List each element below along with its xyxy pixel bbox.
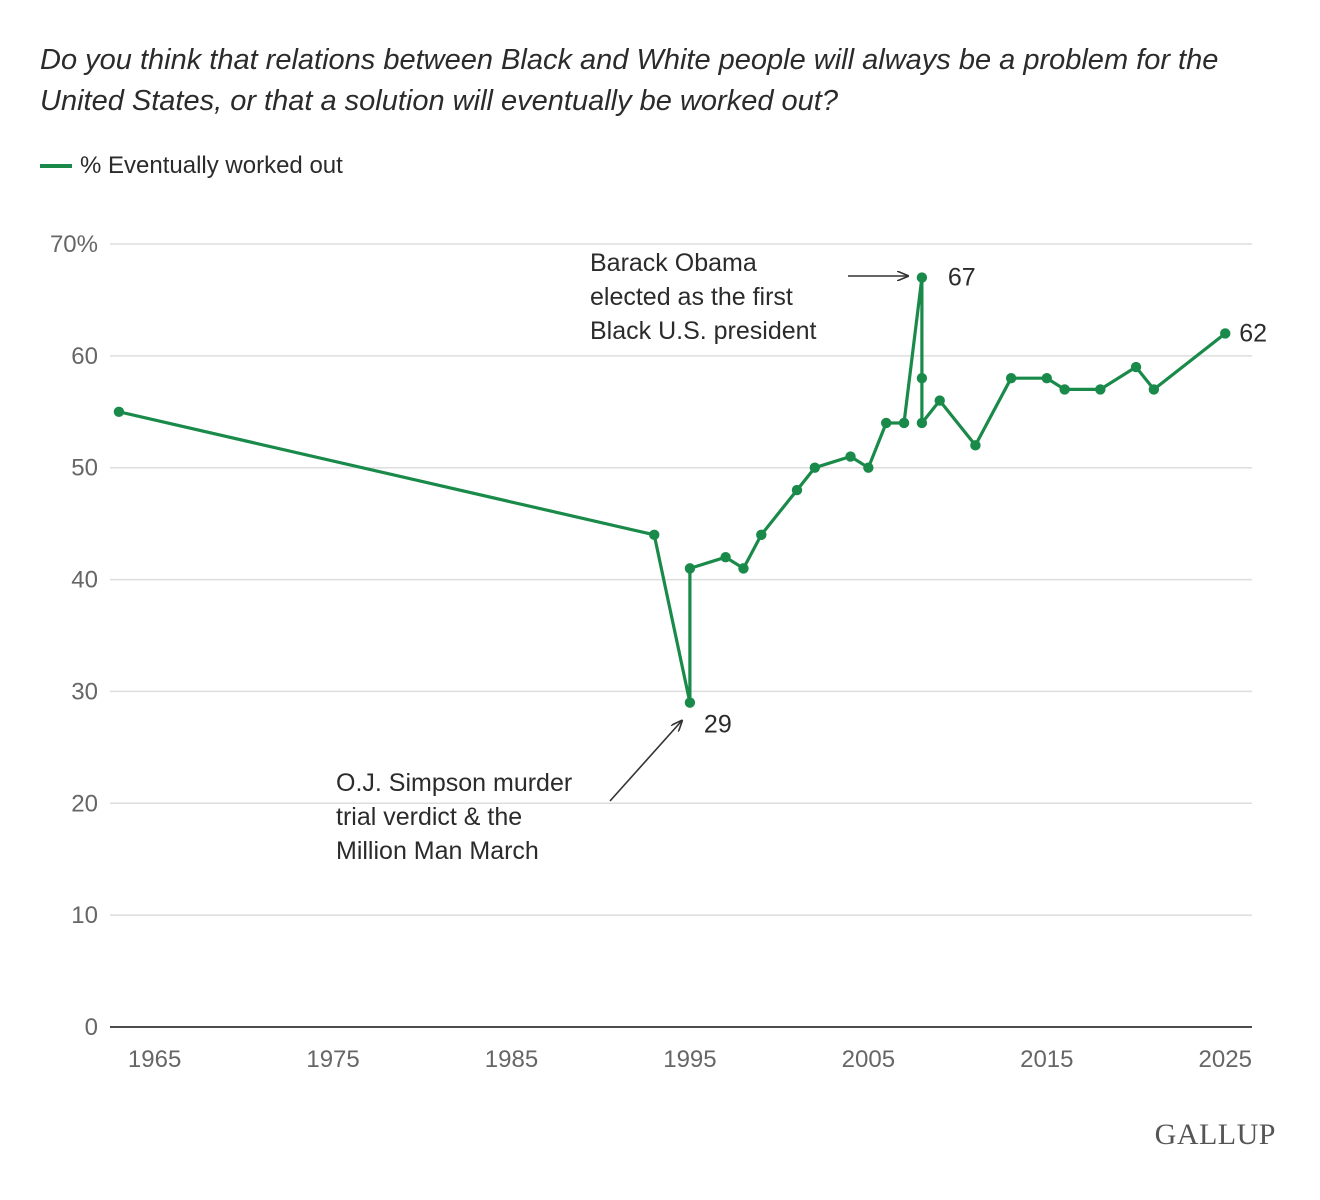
annotation-text: Million Man March [336,837,539,865]
data-point [916,373,928,384]
chart-title: Do you think that relations between Blac… [40,44,1219,117]
data-point [1130,361,1142,373]
annotation-text: Barack Obama [590,249,757,277]
data-point [756,529,767,541]
legend: % Eventually worked out [40,152,343,180]
y-tick-label: 0 [85,1014,98,1041]
annotation-arrow [609,721,682,802]
annotation-text: trial verdict & the [336,803,522,831]
annotation-text: Black U.S. president [590,317,817,345]
y-tick-label: 10 [71,902,98,929]
y-tick-label: 30 [71,678,98,705]
x-tick-label: 2005 [842,1046,895,1073]
y-tick-label: 20 [71,790,98,817]
data-label: 67 [948,264,976,292]
annotation-text: elected as the first [590,283,793,311]
data-point [916,272,928,283]
data-point [791,484,803,496]
data-point [1148,384,1160,395]
data-point [1095,384,1106,395]
data-point [649,529,660,541]
gallup-logo: GALLUP [1154,1118,1276,1151]
data-label: 62 [1239,319,1267,347]
data-point [1059,384,1070,395]
x-tick-label: 2015 [1020,1046,1073,1073]
data-point [809,462,821,473]
data-point [845,451,856,462]
data-point [1005,373,1017,384]
x-tick-label: 1985 [485,1046,538,1073]
legend-swatch [40,164,72,168]
x-tick-label: 1995 [663,1046,716,1073]
y-tick-label: 50 [71,455,98,482]
y-tick-label: 70% [50,231,98,258]
data-point [863,462,874,473]
data-point [113,406,125,417]
data-label: 29 [704,711,732,739]
data-point [934,395,945,406]
data-point [738,563,749,574]
y-tick-label: 60 [71,343,98,370]
y-tick-label: 40 [71,567,98,594]
data-point [881,417,892,429]
legend-label: % Eventually worked out [80,152,343,179]
annotation-text: O.J. Simpson murder [336,769,572,797]
data-point [684,563,696,574]
data-point [898,417,910,429]
x-tick-label: 2025 [1199,1046,1252,1073]
data-point [1041,373,1052,384]
data-point [1220,328,1231,339]
data-point [916,417,928,429]
x-tick-label: 1965 [128,1046,181,1073]
data-point [684,697,696,708]
x-tick-label: 1975 [306,1046,359,1073]
data-point [970,440,981,451]
data-point [720,552,731,563]
